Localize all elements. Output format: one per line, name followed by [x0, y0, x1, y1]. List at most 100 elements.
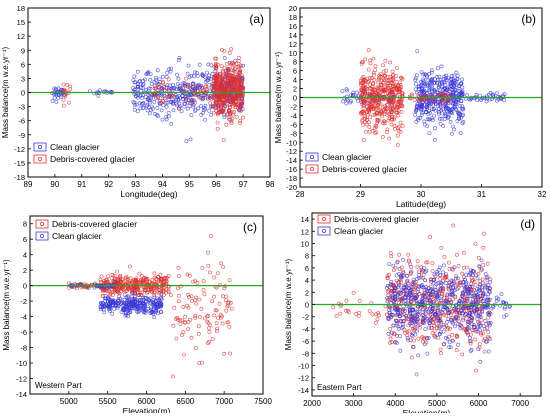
point: [404, 313, 409, 318]
point: [189, 101, 194, 105]
point: [415, 264, 420, 269]
point: [164, 290, 168, 295]
point: [241, 63, 246, 68]
point: [423, 278, 428, 283]
point: [424, 260, 429, 265]
point: [476, 272, 481, 276]
point: [485, 277, 490, 282]
point: [390, 87, 395, 92]
point: [189, 113, 194, 118]
point: [483, 318, 488, 323]
legend-marker: [40, 234, 44, 238]
point: [460, 352, 465, 357]
point: [52, 86, 57, 91]
point: [461, 251, 466, 255]
point: [400, 325, 405, 330]
point: [393, 307, 398, 312]
point: [155, 113, 159, 117]
point: [183, 97, 188, 102]
point: [375, 117, 380, 122]
panel-c: 5000 5500 6000 6500 7000 7500 -14 -12 -10 -8 -6 -4 -…: [2, 215, 272, 416]
y-tick-label: 8: [293, 58, 297, 67]
point: [389, 330, 394, 335]
point: [200, 265, 205, 270]
point: [190, 82, 195, 87]
point: [224, 122, 229, 127]
point: [410, 285, 415, 289]
point: [342, 96, 347, 101]
point: [164, 85, 169, 90]
point: [189, 73, 194, 78]
point: [468, 268, 473, 273]
point: [406, 338, 411, 343]
point: [439, 64, 444, 69]
point: [92, 282, 97, 287]
point: [448, 285, 453, 290]
point: [351, 290, 356, 295]
point: [434, 282, 439, 287]
point: [478, 296, 483, 301]
point: [153, 299, 158, 304]
point: [131, 277, 136, 282]
point: [390, 109, 395, 114]
point: [409, 318, 414, 323]
point: [396, 109, 401, 114]
point: [159, 276, 164, 281]
point: [444, 313, 449, 318]
point: [189, 335, 194, 340]
point: [408, 272, 413, 277]
point: [367, 125, 372, 129]
point: [424, 107, 429, 111]
point: [405, 329, 410, 334]
point: [229, 306, 234, 311]
point: [438, 330, 443, 335]
point: [386, 293, 391, 298]
point: [220, 48, 224, 52]
point: [442, 341, 447, 346]
point: [158, 272, 163, 277]
point: [98, 277, 103, 282]
y-tick-label: -18: [14, 173, 25, 182]
point: [212, 103, 217, 108]
point: [187, 95, 192, 100]
point: [169, 121, 174, 126]
point: [478, 309, 483, 314]
point: [215, 101, 219, 105]
point: [488, 297, 493, 302]
point: [464, 296, 469, 301]
point: [442, 254, 447, 259]
point: [124, 300, 129, 305]
point: [454, 315, 459, 320]
point: [176, 76, 181, 81]
point: [165, 100, 170, 105]
point: [223, 85, 228, 90]
point: [438, 287, 443, 292]
point: [128, 310, 133, 315]
point: [485, 285, 490, 290]
point: [159, 310, 164, 315]
point: [390, 289, 394, 294]
point: [225, 112, 230, 117]
point: [186, 63, 191, 68]
point: [446, 284, 451, 289]
point: [395, 260, 400, 265]
point: [414, 372, 419, 377]
point: [193, 315, 198, 320]
point: [382, 104, 387, 109]
x-tick-label: 96: [212, 180, 221, 189]
point: [122, 292, 127, 297]
point: [224, 80, 229, 85]
point: [450, 131, 454, 136]
point: [54, 100, 59, 104]
point: [399, 98, 403, 102]
point: [388, 336, 393, 341]
point: [132, 80, 137, 85]
point: [381, 63, 385, 68]
point: [470, 269, 475, 273]
point: [363, 116, 368, 121]
point: [157, 85, 161, 89]
point: [415, 102, 420, 107]
point: [366, 107, 371, 111]
point: [375, 317, 380, 322]
point: [421, 317, 426, 322]
